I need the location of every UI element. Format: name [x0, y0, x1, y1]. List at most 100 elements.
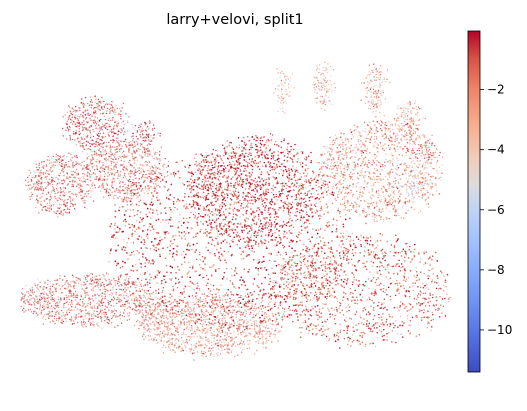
scatter-point	[230, 268, 233, 270]
scatter-point	[269, 202, 271, 205]
scatter-point	[177, 197, 179, 200]
scatter-point	[312, 268, 315, 270]
scatter-point	[327, 279, 329, 281]
scatter-point	[319, 209, 321, 212]
scatter-point	[274, 250, 276, 252]
scatter-point	[260, 229, 262, 232]
scatter-point	[241, 258, 243, 260]
scatter-point	[345, 238, 347, 240]
scatter-point	[282, 247, 285, 249]
scatter-point	[267, 319, 270, 321]
scatter-point	[195, 258, 198, 261]
scatter-point	[171, 302, 173, 304]
scatter-point	[343, 209, 345, 211]
scatter-point	[305, 194, 307, 197]
scatter-point	[245, 161, 247, 163]
scatter-point	[305, 305, 307, 308]
scatter-point	[258, 177, 261, 179]
scatter-point	[204, 199, 207, 202]
scatter-point	[239, 177, 242, 179]
scatter-point	[166, 230, 168, 233]
scatter-point	[279, 225, 281, 227]
scatter-point	[282, 174, 284, 177]
scatter-point	[174, 206, 176, 209]
scatter-point	[215, 293, 217, 295]
scatter-point	[339, 256, 341, 258]
scatter-point	[126, 241, 128, 244]
scatter-point	[327, 189, 330, 191]
scatter-point	[326, 275, 328, 277]
scatter-point	[185, 233, 187, 235]
scatter-point	[297, 297, 300, 299]
scatter-point	[161, 239, 163, 241]
scatter-point	[199, 251, 201, 253]
scatter-point	[140, 266, 142, 268]
scatter-point	[160, 180, 162, 183]
scatter-point	[129, 209, 132, 211]
scatter-point	[252, 309, 254, 312]
scatter-point	[140, 236, 143, 238]
scatter-point	[184, 193, 186, 195]
scatter-point	[173, 175, 176, 177]
scatter-point	[202, 277, 204, 279]
scatter-point	[182, 182, 184, 185]
scatter-point	[207, 167, 209, 169]
scatter-point	[263, 294, 265, 296]
scatter-point	[141, 221, 143, 223]
scatter-point	[183, 235, 185, 237]
scatter-point	[236, 182, 239, 184]
scatter-point	[190, 178, 192, 180]
scatter-point	[129, 276, 131, 278]
scatter-point	[200, 228, 202, 231]
scatter-point	[146, 235, 148, 237]
scatter-point	[164, 257, 167, 259]
scatter-point	[279, 254, 282, 256]
scatter-point	[253, 291, 255, 293]
scatter-point	[324, 188, 326, 190]
scatter-point	[298, 199, 301, 201]
scatter-point	[264, 267, 266, 269]
scatter-point	[150, 276, 152, 278]
scatter-point	[276, 212, 278, 214]
scatter-point	[273, 177, 276, 179]
scatter-point	[276, 180, 279, 182]
scatter-point	[175, 249, 178, 252]
scatter-point	[275, 167, 277, 170]
scatter-point	[195, 270, 198, 272]
scatter-point	[162, 302, 165, 304]
scatter-point	[194, 284, 196, 286]
scatter-point	[228, 168, 230, 171]
scatter-point	[254, 314, 257, 317]
scatter-point	[224, 223, 226, 226]
scatter-point	[226, 278, 228, 280]
scatter-point	[177, 282, 180, 284]
scatter-point	[180, 224, 183, 227]
scatter-point	[158, 199, 160, 201]
scatter-point	[204, 187, 207, 189]
scatter-point	[119, 267, 122, 269]
scatter-point	[167, 222, 169, 224]
scatter-point	[171, 211, 173, 213]
scatter-point	[159, 236, 161, 239]
scatter-point	[335, 228, 338, 231]
scatter-point	[157, 302, 159, 304]
scatter-point	[143, 243, 145, 245]
scatter-point	[259, 195, 261, 197]
scatter-point	[213, 197, 215, 199]
scatter-point	[300, 232, 302, 235]
scatter-point	[285, 251, 287, 254]
scatter-point	[207, 177, 209, 179]
scatter-point	[213, 245, 216, 247]
scatter-point	[136, 250, 139, 252]
scatter-point	[311, 273, 313, 276]
scatter-point	[165, 219, 167, 222]
scatter-point	[233, 274, 236, 277]
scatter-point	[204, 179, 206, 181]
scatter-point	[197, 285, 199, 287]
scatter-point	[341, 250, 343, 253]
scatter-point	[261, 203, 263, 205]
scatter-point	[206, 177, 208, 180]
scatter-point	[257, 268, 259, 270]
scatter-point	[320, 215, 322, 218]
scatter-point	[149, 273, 151, 275]
